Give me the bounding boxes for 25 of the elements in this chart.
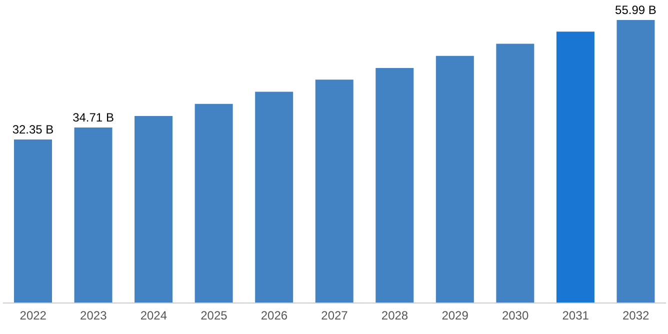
x-tick-label: 2028 bbox=[381, 308, 408, 323]
x-tick-label: 2029 bbox=[442, 308, 469, 323]
x-tick-label: 2032 bbox=[622, 308, 650, 323]
bar bbox=[616, 20, 655, 303]
x-tick-label: 2026 bbox=[260, 308, 288, 323]
data-label: 32.35 B bbox=[12, 122, 54, 136]
bar bbox=[496, 44, 534, 303]
x-tick-label: 2031 bbox=[562, 308, 590, 323]
x-tick-label: 2023 bbox=[80, 308, 108, 323]
bar bbox=[556, 32, 594, 303]
x-tick-label: 2027 bbox=[321, 308, 348, 323]
data-label: 34.71 B bbox=[72, 110, 114, 125]
bar bbox=[134, 116, 173, 303]
x-tick-label: 2030 bbox=[502, 308, 529, 323]
bar bbox=[194, 104, 233, 303]
x-tick-label: 2022 bbox=[20, 308, 47, 323]
bar bbox=[376, 68, 414, 303]
bar bbox=[255, 92, 294, 303]
bar bbox=[315, 80, 354, 303]
data-label: 55.99 B bbox=[615, 3, 656, 17]
x-tick-label: 2025 bbox=[200, 308, 228, 323]
bar bbox=[74, 128, 112, 303]
bar bbox=[436, 56, 474, 303]
x-tick-label: 2024 bbox=[140, 308, 168, 323]
bar bbox=[14, 139, 52, 303]
